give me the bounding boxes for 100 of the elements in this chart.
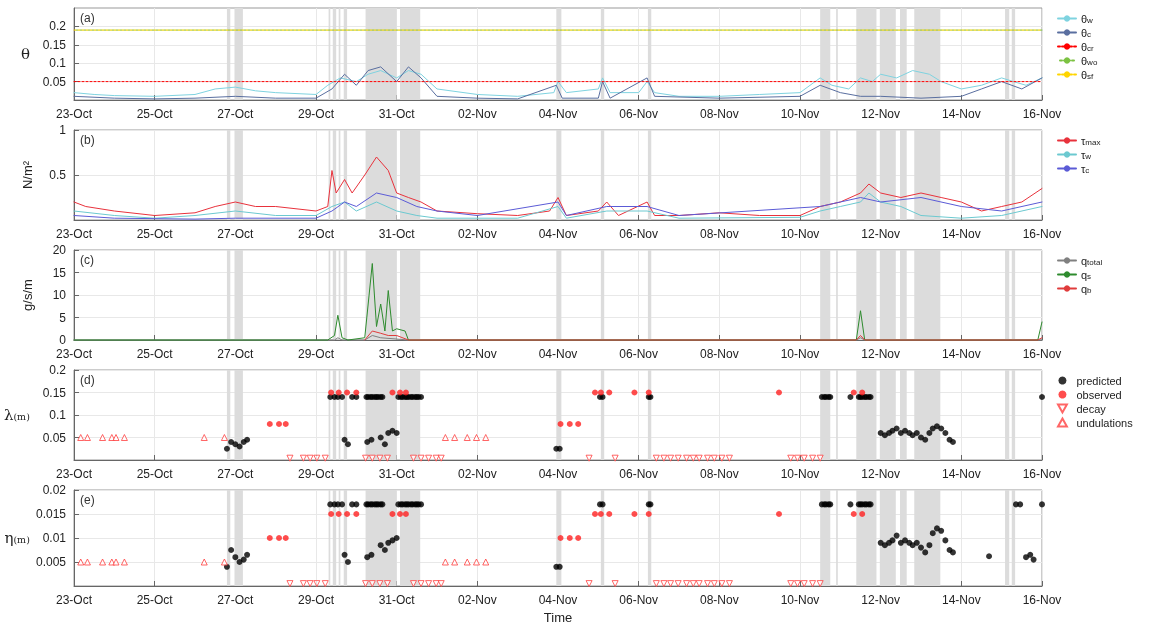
x-tick-label: 27-Oct: [217, 107, 254, 121]
x-tick-label: 23-Oct: [55, 467, 93, 481]
annotation: (e): [80, 493, 95, 507]
y-tick-label: 0.05: [42, 74, 67, 89]
x-tick-label: 14-Nov: [941, 347, 981, 361]
x-tick-label: 08-Nov: [699, 347, 739, 361]
x-tick-label: 27-Oct: [217, 347, 254, 361]
legend-label: predicted: [1076, 374, 1122, 387]
x-tick-label: 23-Oct: [55, 107, 93, 121]
y-tick-label: 0.1: [49, 408, 67, 422]
y-tick-label: 0.15: [42, 385, 67, 400]
x-tick-label: 12-Nov: [861, 593, 901, 607]
x-tick-label: 31-Oct: [378, 107, 416, 121]
x-tick-label: 14-Nov: [941, 227, 981, 241]
x-tick-label: 27-Oct: [217, 593, 254, 607]
x-tick-label: 04-Nov: [538, 467, 578, 481]
legend-label: τc: [1081, 162, 1090, 175]
legend-label: τmax: [1081, 134, 1101, 147]
x-tick-label: 10-Nov: [780, 347, 820, 361]
x-tick-label: 10-Nov: [780, 593, 820, 607]
x-tick-label: 23-Oct: [55, 593, 93, 607]
x-tick-label: 29-Oct: [297, 593, 335, 607]
y-axis-title: θ: [20, 45, 30, 63]
x-tick-label: 31-Oct: [378, 467, 416, 481]
annotation: (a): [80, 11, 95, 25]
legend-label: qs: [1081, 268, 1092, 281]
x-tick-label: 02-Nov: [457, 227, 497, 241]
y-tick-label: 5: [59, 310, 67, 325]
y-axis-title: N/m²: [20, 160, 35, 190]
y-tick-label: 0.05: [42, 430, 67, 445]
x-tick-label: 10-Nov: [780, 227, 820, 241]
y-tick-label: 0: [59, 333, 67, 347]
x-tick-label: 27-Oct: [217, 227, 254, 241]
x-tick-label: 29-Oct: [297, 107, 335, 121]
x-tick-label: 12-Nov: [861, 467, 901, 481]
x-tick-label: 06-Nov: [619, 593, 659, 607]
legend-label: decay: [1076, 402, 1107, 415]
y-tick-label: 0.5: [49, 168, 67, 182]
x-tick-label: 08-Nov: [699, 467, 739, 481]
y-tick-label: 20: [52, 243, 67, 257]
y-axis-title: g/s/m: [20, 279, 35, 311]
x-tick-label: 06-Nov: [619, 107, 659, 121]
x-tick-label: 14-Nov: [941, 107, 981, 121]
y-tick-label: 1: [59, 123, 67, 137]
legend-label: θsf: [1081, 68, 1095, 81]
x-tick-label: 06-Nov: [619, 227, 659, 241]
legend-label: undulations: [1076, 416, 1134, 429]
x-tick-label: 29-Oct: [297, 227, 335, 241]
x-tick-label: 16-Nov: [1022, 227, 1062, 241]
x-tick-label: 29-Oct: [297, 467, 335, 481]
legend-label: observed: [1076, 388, 1122, 401]
y-tick-label: 0.005: [35, 555, 67, 569]
y-axis-title: η₍ₘ₎: [4, 529, 30, 547]
y-tick-label: 10: [52, 288, 67, 302]
x-tick-label: 14-Nov: [941, 467, 981, 481]
x-tick-label: 16-Nov: [1022, 593, 1062, 607]
x-axis-title: Time: [543, 609, 573, 625]
x-tick-label: 08-Nov: [699, 107, 739, 121]
x-tick-label: 12-Nov: [861, 227, 901, 241]
x-tick-label: 25-Oct: [136, 593, 174, 607]
x-tick-label: 04-Nov: [538, 227, 578, 241]
x-tick-label: 31-Oct: [378, 227, 416, 241]
x-tick-label: 25-Oct: [136, 227, 174, 241]
x-tick-label: 25-Oct: [136, 467, 174, 481]
x-tick-label: 02-Nov: [457, 467, 497, 481]
y-tick-label: 15: [52, 265, 67, 280]
x-tick-label: 23-Oct: [55, 347, 93, 361]
y-tick-label: 0.01: [42, 531, 67, 545]
annotation: (b): [80, 133, 95, 147]
x-tick-label: 08-Nov: [699, 593, 739, 607]
x-tick-label: 02-Nov: [457, 347, 497, 361]
x-tick-label: 08-Nov: [699, 227, 739, 241]
x-tick-label: 06-Nov: [619, 347, 659, 361]
legend-label: qb: [1081, 282, 1093, 295]
legend-label: θc: [1081, 26, 1092, 39]
x-tick-label: 16-Nov: [1022, 347, 1062, 361]
x-tick-label: 04-Nov: [538, 347, 578, 361]
x-tick-label: 02-Nov: [457, 593, 497, 607]
x-tick-label: 27-Oct: [217, 467, 254, 481]
legend-label: qtotal: [1081, 254, 1103, 267]
y-tick-label: 0.15: [42, 37, 67, 52]
x-tick-label: 04-Nov: [538, 107, 578, 121]
x-tick-label: 23-Oct: [55, 227, 93, 241]
x-tick-label: 12-Nov: [861, 347, 901, 361]
x-tick-label: 29-Oct: [297, 347, 335, 361]
x-tick-label: 25-Oct: [136, 347, 174, 361]
legend-label: θwo: [1081, 54, 1098, 67]
x-tick-label: 06-Nov: [619, 467, 659, 481]
x-tick-label: 14-Nov: [941, 593, 981, 607]
x-tick-label: 31-Oct: [378, 593, 416, 607]
legend-label: θcr: [1081, 40, 1095, 53]
x-tick-label: 04-Nov: [538, 593, 578, 607]
x-tick-label: 16-Nov: [1022, 467, 1062, 481]
y-tick-label: 0.2: [49, 19, 67, 34]
x-tick-label: 25-Oct: [136, 107, 174, 121]
x-tick-label: 12-Nov: [861, 107, 901, 121]
y-tick-label: 0.1: [49, 56, 67, 71]
y-axis-title: λ₍ₘ₎: [3, 406, 30, 424]
y-tick-label: 0.2: [49, 363, 67, 377]
x-tick-label: 16-Nov: [1022, 107, 1062, 121]
